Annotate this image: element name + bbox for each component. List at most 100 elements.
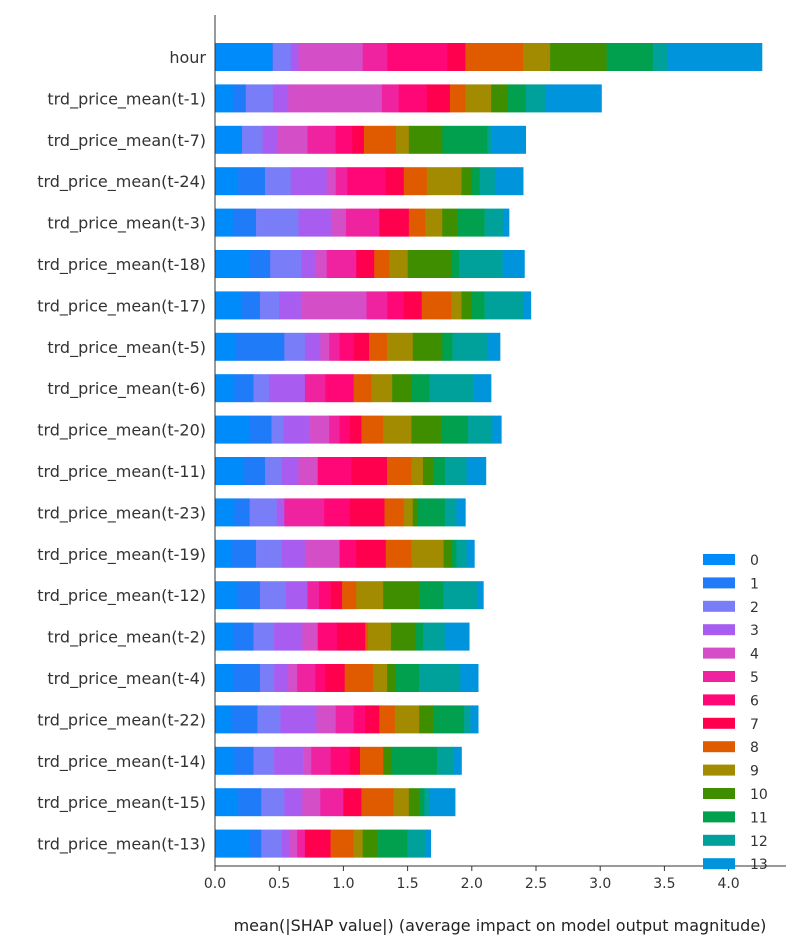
- bar-segment-class-13: [502, 250, 525, 278]
- bar-segment-class-12: [487, 125, 492, 154]
- y-tick-label: trd_price_mean(t-17): [37, 296, 206, 316]
- bar-segment-class-11: [417, 498, 446, 527]
- bar-segment-class-3: [262, 125, 279, 154]
- bar-segment-class-10: [412, 332, 443, 361]
- bar-segment-class-11: [471, 291, 485, 320]
- bar-segment-class-9: [425, 208, 443, 237]
- y-tick-label: trd_price_mean(t-24): [37, 172, 206, 192]
- legend-swatch: [703, 694, 735, 706]
- bar-segment-class-6: [330, 746, 351, 775]
- legend-label: 6: [750, 693, 759, 709]
- legend-item: 8: [703, 740, 759, 756]
- bar-segment-class-10: [407, 250, 452, 278]
- bar-segment-class-6: [317, 622, 338, 651]
- x-tick-label: 0.0: [204, 876, 226, 892]
- bar-segment-class-12: [467, 415, 493, 444]
- x-axis: 0.0 0.5 1.0 1.5 2.0 2.5 3.0 3.5 4.0: [204, 866, 740, 892]
- bar-segment-class-9: [403, 498, 414, 527]
- legend-label: 7: [750, 717, 759, 733]
- legend-swatch: [703, 811, 735, 823]
- bar-segment-class-7: [379, 208, 410, 237]
- bar-segment-class-12: [525, 84, 546, 113]
- x-tick-label: 1.5: [396, 876, 418, 892]
- legend-label: 2: [750, 600, 759, 616]
- legend-label: 8: [750, 740, 759, 756]
- bar-segment-class-12: [444, 457, 467, 485]
- bar-segment-class-0: [215, 250, 250, 278]
- bar-segment-class-2: [245, 84, 274, 113]
- bar-segment-class-8: [385, 539, 412, 568]
- bar-segment-class-13: [444, 622, 470, 651]
- bar-segment-class-4: [288, 84, 383, 113]
- bar-segment-class-13: [503, 208, 510, 237]
- bar-segment-class-8: [361, 415, 384, 444]
- bar-segment-class-5: [311, 746, 331, 775]
- legend-swatch: [703, 577, 735, 589]
- bar-segment-class-0: [215, 829, 250, 858]
- bar-segment-class-6: [347, 167, 387, 196]
- bar-segment-class-13: [425, 829, 432, 858]
- bar-segment-class-8: [330, 829, 354, 858]
- bar-segment-class-7: [385, 167, 405, 196]
- y-tick-label: trd_price_mean(t-19): [37, 545, 206, 565]
- bar-segment-class-4: [304, 539, 340, 568]
- bar-segment-class-5: [326, 250, 357, 278]
- bar-segment-class-4: [315, 250, 328, 278]
- legend-label: 4: [750, 647, 759, 663]
- legend-item: 0: [703, 553, 759, 569]
- bar-segment-class-4: [331, 208, 347, 237]
- bar-segment-class-4: [301, 291, 367, 320]
- bar-segment-class-2: [241, 125, 263, 154]
- bar-segment-class-5: [381, 84, 399, 113]
- bar-segment-class-10: [408, 788, 420, 817]
- bar-segment-class-10: [408, 125, 443, 154]
- legend-label: 0: [750, 553, 759, 569]
- legend-item: 5: [703, 670, 759, 686]
- bar-segment-class-6: [325, 374, 354, 403]
- bar-segment-class-12: [652, 43, 668, 71]
- bar-segment-class-7: [325, 664, 345, 692]
- bar-segment-class-8: [363, 125, 397, 154]
- bar-segment-class-9: [356, 581, 384, 610]
- legend-swatch: [703, 647, 735, 659]
- bar-row: [215, 84, 602, 113]
- bar-segment-class-6: [353, 705, 366, 734]
- bar-segment-class-2: [253, 746, 275, 775]
- bar-segment-class-4: [302, 622, 319, 651]
- bar-segment-class-10: [461, 167, 473, 196]
- bar-segment-class-6: [315, 664, 326, 692]
- bar-segment-class-2: [259, 581, 286, 610]
- bar-segment-class-9: [451, 291, 462, 320]
- bar-segment-class-9: [371, 374, 393, 403]
- bar-segment-class-4: [316, 705, 336, 734]
- bar-segment-class-1: [232, 664, 261, 692]
- bar-segment-class-1: [271, 43, 274, 71]
- bar-segment-class-13: [456, 498, 466, 527]
- bar-segment-class-6: [317, 457, 352, 485]
- bar-segment-class-11: [390, 746, 438, 775]
- legend-label: 11: [750, 810, 768, 826]
- bar-segment-class-9: [372, 664, 388, 692]
- bar-segment-class-1: [231, 539, 257, 568]
- bar-segment-class-12: [479, 167, 496, 196]
- legend-label: 12: [750, 834, 768, 850]
- bar-stacks: [215, 43, 763, 858]
- bar-segment-class-10: [362, 829, 379, 858]
- bar-segment-class-11: [442, 332, 453, 361]
- legend-swatch: [703, 834, 735, 846]
- bar-segment-class-1: [231, 705, 258, 734]
- bar-segment-class-2: [257, 705, 281, 734]
- legend-label: 1: [750, 576, 759, 592]
- bar-segment-class-1: [232, 622, 254, 651]
- bar-segment-class-13: [460, 664, 479, 692]
- legend-item: 7: [703, 717, 759, 733]
- legend-swatch: [703, 764, 735, 776]
- bar-row: [215, 167, 524, 196]
- bar-segment-class-5: [335, 167, 348, 196]
- bar-row: [215, 415, 502, 444]
- bar-segment-class-13: [491, 125, 527, 154]
- bar-segment-class-12: [484, 208, 505, 237]
- bar-segment-class-0: [215, 374, 235, 403]
- bar-segment-class-7: [304, 829, 331, 858]
